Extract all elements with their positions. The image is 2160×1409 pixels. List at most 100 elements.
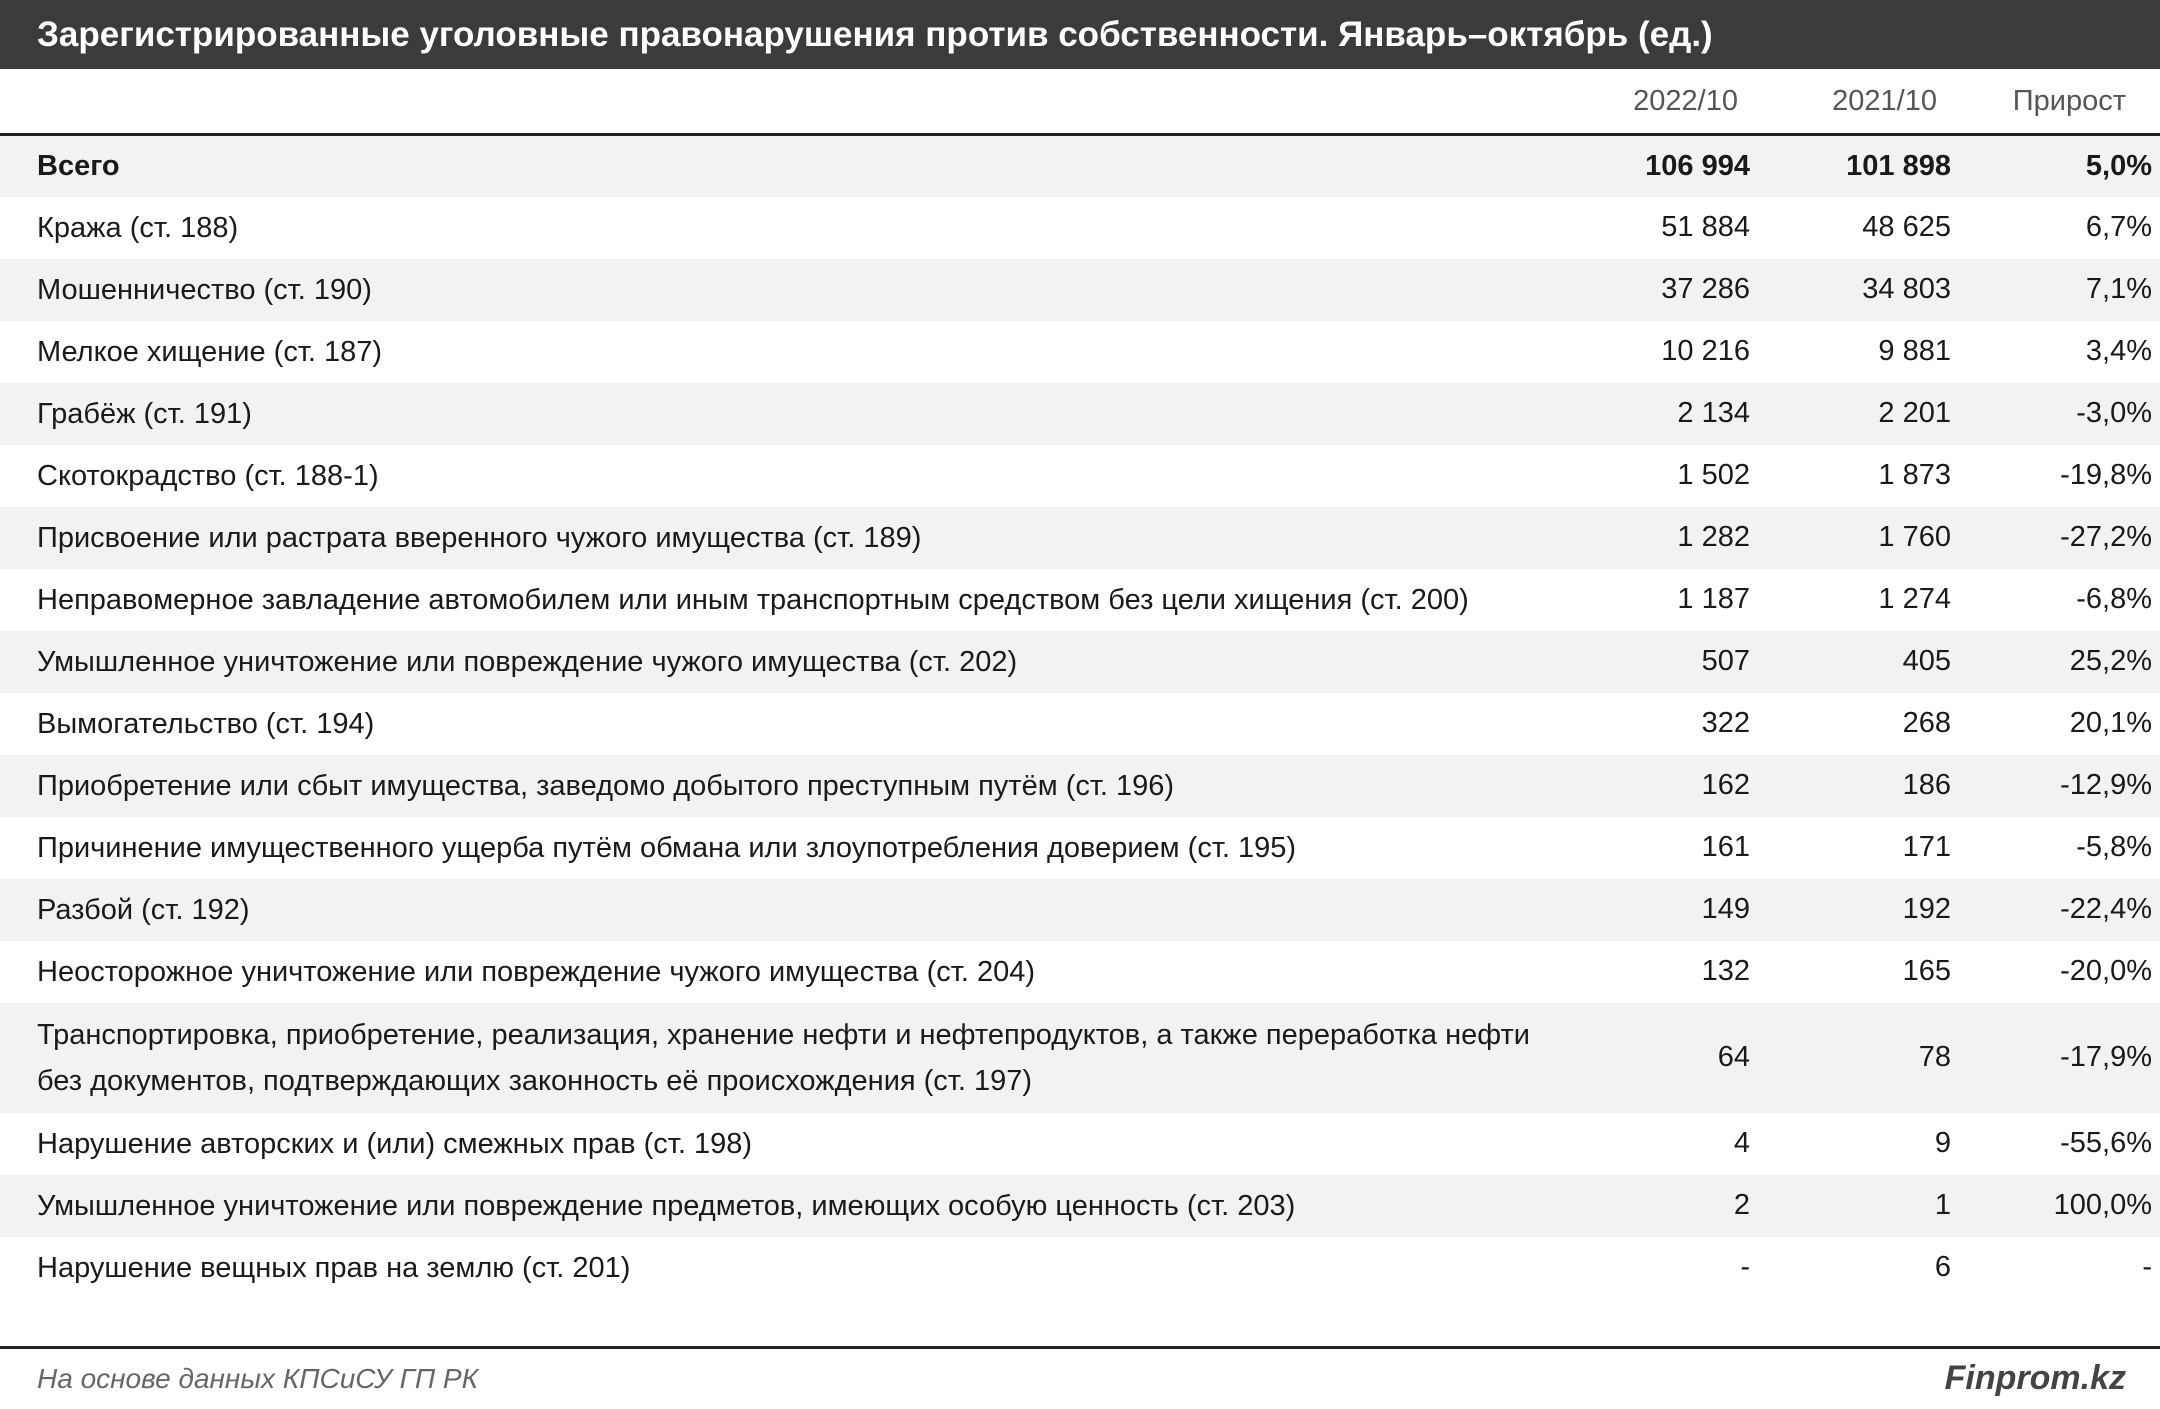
cell-value: 64 bbox=[1717, 1041, 1750, 1073]
table-row: Мошенничество (ст. 190) 37 286 34 803 7,1% bbox=[0, 258, 2160, 321]
cell-value: 2 201 bbox=[1878, 397, 1951, 429]
row-label: Мелкое хищение (ст. 187) bbox=[37, 335, 383, 368]
cell-value: 6 bbox=[1934, 1251, 1951, 1283]
row-label: Присвоение или растрата вверенного чужог… bbox=[37, 521, 922, 554]
cell-value: 171 bbox=[1902, 831, 1951, 863]
cell-value: 10 216 bbox=[1661, 335, 1750, 367]
column-header: 2021/10 bbox=[1770, 69, 1970, 136]
table-row: Умышленное уничтожение или повреждение ч… bbox=[0, 630, 2160, 693]
column-header: 2022/10 bbox=[1580, 69, 1770, 136]
cell-value: 322 bbox=[1701, 707, 1750, 739]
cell-value: -5,8% bbox=[2076, 831, 2152, 863]
cell-value: 25,2% bbox=[2069, 645, 2152, 677]
cell-value: 1 274 bbox=[1878, 583, 1951, 615]
row-label: Умышленное уничтожение или повреждение ч… bbox=[37, 645, 1018, 678]
row-label: Грабёж (ст. 191) bbox=[37, 397, 252, 430]
cell-value: -12,9% bbox=[2060, 769, 2152, 801]
cell-value: -55,6% bbox=[2060, 1127, 2152, 1159]
cell-value: 1 282 bbox=[1677, 521, 1750, 553]
table-body: Всего 106 994 101 898 5,0% Кража (ст. 188) 51… bbox=[0, 134, 2160, 1299]
cell-value: 1 bbox=[1934, 1189, 1951, 1221]
table-row: Кража (ст. 188) 51 884 48 625 6,7% bbox=[0, 197, 2160, 259]
table-row: Мелкое хищение (ст. 187) 10 216 9 881 3,4% bbox=[0, 321, 2160, 383]
cell-value: 1 502 bbox=[1677, 459, 1750, 491]
cell-value: 9 881 bbox=[1878, 335, 1951, 367]
cell-value: 37 286 bbox=[1661, 273, 1750, 305]
cell-value: -6,8% bbox=[2076, 583, 2152, 615]
cell-value: 101 898 bbox=[1846, 149, 1951, 182]
row-label: Причинение имущественного ущерба путём о… bbox=[37, 831, 1297, 864]
row-label: Кража (ст. 188) bbox=[37, 211, 239, 244]
title: Зарегистрированные уголовные правонаруше… bbox=[0, 0, 2160, 69]
row-label: Неправомерное завладение автомобилем или… bbox=[37, 583, 1469, 616]
cell-value: - bbox=[2142, 1251, 2152, 1283]
cell-value: 4 bbox=[1733, 1127, 1750, 1159]
row-label: Приобретение или сбыт имущества, заведом… bbox=[37, 769, 1175, 802]
cell-value: 5,0% bbox=[2085, 149, 2152, 182]
source: На основе данных КПСиСУ ГП РК bbox=[37, 1363, 479, 1394]
row-label: Мошенничество (ст. 190) bbox=[37, 273, 372, 306]
cell-value: 20,1% bbox=[2069, 707, 2152, 739]
table-row: Нарушение вещных прав на землю (ст. 201)… bbox=[0, 1237, 2160, 1299]
cell-value: 48 625 bbox=[1862, 211, 1951, 243]
cell-value: 9 bbox=[1934, 1127, 1951, 1159]
cell-value: 1 760 bbox=[1878, 521, 1951, 553]
data-table: 2022/10 2021/10 Прирост Всего 106 994 101 89… bbox=[0, 69, 2160, 1299]
table-row: Неосторожное уничтожение или повреждение… bbox=[0, 941, 2160, 1003]
cell-value: -3,0% bbox=[2076, 397, 2152, 429]
table-row: Неправомерное завладение автомобилем или… bbox=[0, 569, 2160, 631]
row-label: Неосторожное уничтожение или повреждение… bbox=[37, 955, 1035, 988]
cell-value: -22,4% bbox=[2060, 893, 2152, 925]
table-row: Причинение имущественного ущерба путём о… bbox=[0, 817, 2160, 879]
cell-value: 1 873 bbox=[1878, 459, 1951, 491]
table-row: Нарушение авторских и (или) смежных прав… bbox=[0, 1113, 2160, 1175]
table-header: 2022/10 2021/10 Прирост bbox=[0, 69, 2160, 136]
cell-value: 268 bbox=[1902, 707, 1951, 739]
row-label: Нарушение вещных прав на землю (ст. 201) bbox=[37, 1251, 631, 1284]
table-row: Вымогательство (ст. 194) 322 268 20,1% bbox=[0, 693, 2160, 755]
table-row: Всего 106 994 101 898 5,0% bbox=[0, 134, 2160, 197]
table-row: Разбой (ст. 192) 149 192 -22,4% bbox=[0, 878, 2160, 941]
cell-value: 51 884 bbox=[1661, 211, 1750, 243]
cell-value: 2 bbox=[1733, 1189, 1750, 1221]
row-label: Вымогательство (ст. 194) bbox=[37, 707, 375, 740]
cell-value: - bbox=[1740, 1251, 1750, 1283]
cell-value: 7,1% bbox=[2085, 273, 2152, 305]
cell-value: 3,4% bbox=[2085, 335, 2152, 367]
cell-value: 149 bbox=[1701, 893, 1750, 925]
cell-value: 161 bbox=[1701, 831, 1750, 863]
row-label: Скотокрадство (ст. 188-1) bbox=[37, 459, 379, 492]
table-row: Присвоение или растрата вверенного чужог… bbox=[0, 506, 2160, 569]
cell-value: 2 134 bbox=[1677, 397, 1750, 429]
row-label: Транспортировка, приобретение, реализаци… bbox=[37, 1018, 1530, 1097]
table-row: Транспортировка, приобретение, реализаци… bbox=[0, 1002, 2160, 1113]
row-label: Разбой (ст. 192) bbox=[37, 893, 250, 926]
row-label: Всего bbox=[37, 150, 120, 183]
cell-value: 186 bbox=[1902, 769, 1951, 801]
cell-value: 132 bbox=[1701, 955, 1750, 987]
cell-value: -19,8% bbox=[2060, 459, 2152, 491]
cell-value: 78 bbox=[1918, 1041, 1951, 1073]
table-row: Скотокрадство (ст. 188-1) 1 502 1 873 -19,8… bbox=[0, 445, 2160, 507]
row-label: Нарушение авторских и (или) смежных прав… bbox=[37, 1127, 753, 1160]
cell-value: 405 bbox=[1902, 645, 1951, 677]
table-row: Умышленное уничтожение или повреждение п… bbox=[0, 1174, 2160, 1237]
column-header: Прирост bbox=[1970, 69, 2160, 136]
cell-value: -27,2% bbox=[2060, 521, 2152, 553]
row-label: Умышленное уничтожение или повреждение п… bbox=[37, 1189, 1296, 1222]
table-row: Грабёж (ст. 191) 2 134 2 201 -3,0% bbox=[0, 382, 2160, 445]
cell-value: 100,0% bbox=[2053, 1189, 2152, 1221]
cell-value: 192 bbox=[1902, 893, 1951, 925]
cell-value: 162 bbox=[1701, 769, 1750, 801]
header-row: 2022/10 2021/10 Прирост bbox=[0, 69, 2160, 136]
cell-value: 34 803 bbox=[1862, 273, 1951, 305]
footer: На основе данных КПСиСУ ГП РК Finprom.kz bbox=[0, 1346, 2160, 1409]
column-header bbox=[0, 69, 1580, 136]
cell-value: 1 187 bbox=[1677, 583, 1750, 615]
cell-value: 106 994 bbox=[1645, 149, 1750, 182]
brand: Finprom.kz bbox=[1944, 1359, 2126, 1397]
cell-value: -17,9% bbox=[2060, 1041, 2152, 1073]
table-row: Приобретение или сбыт имущества, заведом… bbox=[0, 754, 2160, 817]
cell-value: 165 bbox=[1902, 955, 1951, 987]
